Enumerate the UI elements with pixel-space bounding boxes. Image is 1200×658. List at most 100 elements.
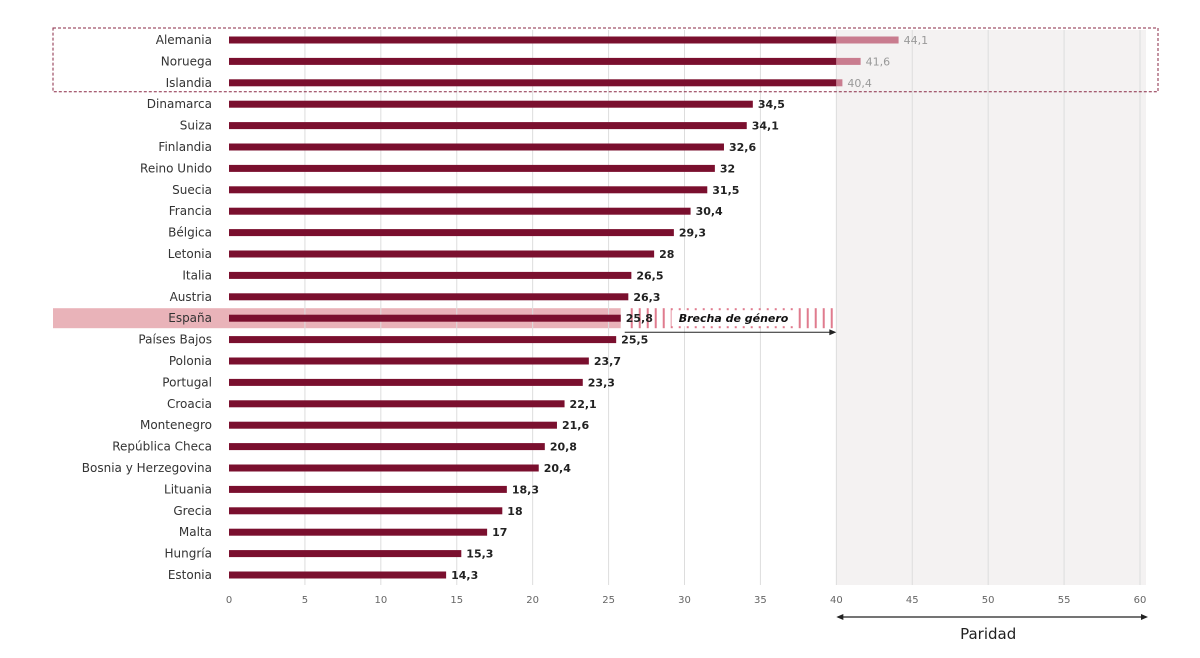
- category-label: Malta: [179, 525, 212, 539]
- category-label: Montenegro: [140, 418, 212, 432]
- x-tick-label: 20: [526, 595, 539, 606]
- value-label: 17: [492, 526, 507, 539]
- value-label: 18,3: [512, 483, 539, 496]
- category-label: Bosnia y Herzegovina: [82, 461, 212, 475]
- parity-arrow-right: [1141, 614, 1148, 620]
- annotations: Brecha de género: [52, 27, 1159, 336]
- bar-pa-ses-bajos: [229, 336, 617, 344]
- category-label: Islandia: [166, 76, 212, 90]
- bar-b-lgica: [229, 229, 674, 237]
- x-axis: 0 5 10 15 20 25 30 35 40 45 50 55 60 Paridad: [226, 595, 1148, 643]
- value-label: 25,8: [626, 312, 653, 325]
- value-label: 32,6: [729, 141, 756, 154]
- category-label: Alemania: [156, 33, 212, 47]
- bar-lituania: [229, 485, 507, 493]
- bar-croacia: [229, 400, 565, 408]
- bar-montenegro: [229, 421, 557, 429]
- gap-hatch-stripe: [638, 308, 641, 329]
- bar-portugal: [229, 378, 583, 386]
- value-label: 26,3: [633, 291, 660, 304]
- value-label: 20,8: [550, 441, 577, 454]
- x-tick-label: 15: [450, 595, 463, 606]
- value-label: 26,5: [636, 269, 663, 282]
- value-label: 23,7: [594, 355, 621, 368]
- bar-suiza: [229, 122, 747, 130]
- x-tick-label: 60: [1134, 595, 1147, 606]
- x-tick-label: 25: [602, 595, 615, 606]
- value-label: 20,4: [544, 462, 571, 475]
- value-label: 44,1: [904, 34, 929, 47]
- bar-islandia: [229, 79, 837, 87]
- x-tick-label: 5: [302, 595, 308, 606]
- x-tick-label: 55: [1058, 595, 1071, 606]
- bar-islandia-over-parity: [836, 79, 843, 87]
- category-label: Suiza: [180, 119, 212, 133]
- category-label: Portugal: [162, 375, 212, 389]
- bar-polonia: [229, 357, 589, 365]
- gap-label-background: [671, 310, 796, 327]
- category-label: Noruega: [161, 54, 212, 68]
- category-label: Lituania: [164, 482, 212, 496]
- value-label: 31,5: [712, 184, 739, 197]
- value-label: 18: [507, 505, 522, 518]
- bar-italia: [229, 271, 632, 279]
- category-label: Italia: [182, 268, 212, 282]
- bar-grecia: [229, 507, 503, 515]
- gap-hatch-stripe: [822, 308, 825, 329]
- category-label: Hungría: [165, 547, 212, 561]
- value-label: 34,5: [758, 98, 785, 111]
- value-label: 29,3: [679, 227, 706, 240]
- category-label: Bélgica: [168, 226, 212, 240]
- category-label: Países Bajos: [138, 333, 212, 347]
- value-label: 41,6: [866, 55, 891, 68]
- parity-arrow-left: [836, 614, 844, 620]
- value-label: 28: [659, 248, 674, 261]
- bar-malta: [229, 528, 488, 536]
- bar-finlandia: [229, 143, 724, 151]
- gap-hatch-stripe: [646, 308, 649, 329]
- bar-dinamarca: [229, 100, 753, 108]
- category-label: República Checa: [112, 440, 212, 454]
- gap-hatch-stripe: [654, 308, 657, 329]
- bar-suecia: [229, 186, 708, 194]
- x-tick-label: 50: [982, 595, 995, 606]
- gap-hatch-stripe: [814, 308, 817, 329]
- bar-alemania-over-parity: [836, 36, 899, 44]
- bar-bosnia-y-herzegovina: [229, 464, 539, 472]
- bar-noruega-over-parity: [836, 57, 861, 65]
- value-label: 34,1: [752, 120, 779, 133]
- bar-rep-blica-checa: [229, 443, 545, 451]
- parity-label: Paridad: [960, 625, 1016, 643]
- x-tick-label: 45: [906, 595, 919, 606]
- category-label: Letonia: [168, 247, 212, 261]
- top-countries-box: [52, 27, 1159, 93]
- gap-hatch-stripe: [830, 308, 833, 329]
- gap-arrow-head: [829, 329, 837, 336]
- value-label: 23,3: [588, 376, 615, 389]
- category-label: Polonia: [169, 354, 212, 368]
- value-label: 32: [720, 162, 735, 175]
- bar-austria: [229, 293, 629, 301]
- category-label: Francia: [169, 204, 212, 218]
- gap-hatch-stripe: [662, 308, 665, 329]
- background-layer: [53, 30, 1146, 585]
- x-tick-label: 40: [830, 595, 843, 606]
- labels: Alemania 44,1 Noruega 41,6 Islandia 40,4 Dinam…: [82, 33, 928, 582]
- category-label: Dinamarca: [147, 97, 212, 111]
- gap-hatch-stripe: [630, 308, 633, 329]
- gap-annotation-label: Brecha de género: [679, 312, 789, 325]
- value-label: 21,6: [562, 419, 589, 432]
- value-label: 25,5: [621, 334, 648, 347]
- category-label: Finlandia: [158, 140, 212, 154]
- bar-letonia: [229, 250, 655, 258]
- bar-alemania: [229, 36, 837, 44]
- bar-espa-a: [229, 314, 621, 322]
- bar-noruega: [229, 57, 837, 65]
- bars: [229, 36, 899, 579]
- value-label: 15,3: [466, 548, 493, 561]
- parity-zone: [836, 30, 1146, 585]
- category-label: Grecia: [173, 504, 212, 518]
- bar-francia: [229, 207, 691, 215]
- bar-reino-unido: [229, 164, 715, 172]
